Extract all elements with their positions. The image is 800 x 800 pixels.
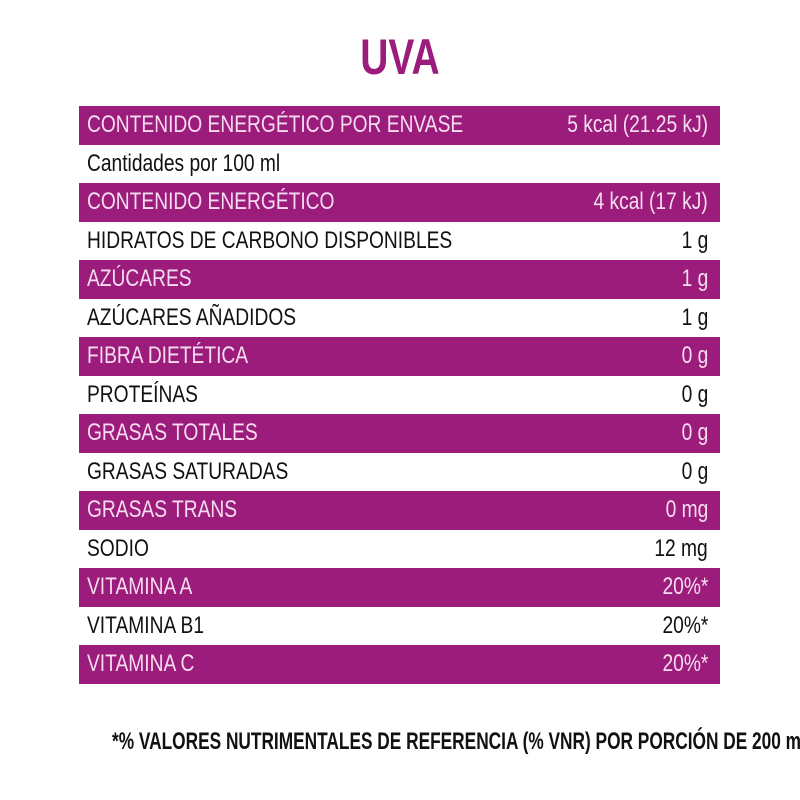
nutrient-value: 20%* xyxy=(662,611,708,639)
nutrient-value: 0 g xyxy=(681,457,708,485)
nutrient-label: HIDRATOS DE CARBONO DISPONIBLES xyxy=(87,226,453,254)
nutrition-row: CONTENIDO ENERGÉTICO POR ENVASE 5 kcal (2… xyxy=(79,106,720,145)
nutrient-value: 12 mg xyxy=(654,534,708,562)
nutrition-row: VITAMINA C 20%* xyxy=(79,645,720,684)
nutrient-label: CONTENIDO ENERGÉTICO POR ENVASE xyxy=(87,111,464,139)
nutrient-value: 1 g xyxy=(681,226,708,254)
nutrient-value: 1 g xyxy=(681,303,708,331)
nutrient-label: FIBRA DIETÉTICA xyxy=(87,342,249,370)
nutrient-label: GRASAS TOTALES xyxy=(87,419,258,447)
product-title: UVA xyxy=(360,29,440,85)
nutrition-row: AZÚCARES 1 g xyxy=(79,260,720,299)
nutrient-value: 0 g xyxy=(681,342,708,370)
nutrient-value: 0 mg xyxy=(665,496,708,524)
nutrient-label: GRASAS TRANS xyxy=(87,496,238,524)
nutrition-row: CONTENIDO ENERGÉTICO 4 kcal (17 kJ) xyxy=(79,183,720,222)
nutrition-row: VITAMINA A 20%* xyxy=(79,568,720,607)
nutrition-row: SODIO 12 mg xyxy=(79,530,720,569)
nutrition-row: Cantidades por 100 ml xyxy=(79,145,720,184)
nutrition-row: GRASAS TRANS 0 mg xyxy=(79,491,720,530)
nutrient-value: 20%* xyxy=(662,573,708,601)
nutrient-label: GRASAS SATURADAS xyxy=(87,457,289,485)
nutrient-value: 0 g xyxy=(681,380,708,408)
nutrient-label: SODIO xyxy=(87,534,149,562)
nutrient-label: PROTEÍNAS xyxy=(87,380,198,408)
nutrient-label: VITAMINA A xyxy=(87,573,193,601)
nutrient-value: 20%* xyxy=(662,650,708,678)
nutrition-row: HIDRATOS DE CARBONO DISPONIBLES 1 g xyxy=(79,222,720,261)
nutrition-row: GRASAS TOTALES 0 g xyxy=(79,414,720,453)
nutrient-value: 1 g xyxy=(681,265,708,293)
nutrient-label: CONTENIDO ENERGÉTICO xyxy=(87,188,335,216)
nutrition-row: PROTEÍNAS 0 g xyxy=(79,376,720,415)
nutrient-value: 5 kcal (21.25 kJ) xyxy=(567,111,708,139)
nutrition-row: AZÚCARES AÑADIDOS 1 g xyxy=(79,299,720,338)
nutrition-table: CONTENIDO ENERGÉTICO POR ENVASE 5 kcal (2… xyxy=(79,106,720,684)
nutrient-label: VITAMINA B1 xyxy=(87,611,205,639)
nutrition-row: GRASAS SATURADAS 0 g xyxy=(79,453,720,492)
nutrition-row: FIBRA DIETÉTICA 0 g xyxy=(79,337,720,376)
nutrient-label: AZÚCARES xyxy=(87,265,192,293)
nutrient-label: VITAMINA C xyxy=(87,650,195,678)
nutrient-label: Cantidades por 100 ml xyxy=(87,149,281,177)
nutrient-value: 4 kcal (17 kJ) xyxy=(593,188,708,216)
footnote: *% VALORES NUTRIMENTALES DE REFERENCIA (… xyxy=(112,728,800,755)
nutrient-value: 0 g xyxy=(681,419,708,447)
nutrition-row: VITAMINA B1 20%* xyxy=(79,607,720,646)
nutrient-label: AZÚCARES AÑADIDOS xyxy=(87,303,297,331)
